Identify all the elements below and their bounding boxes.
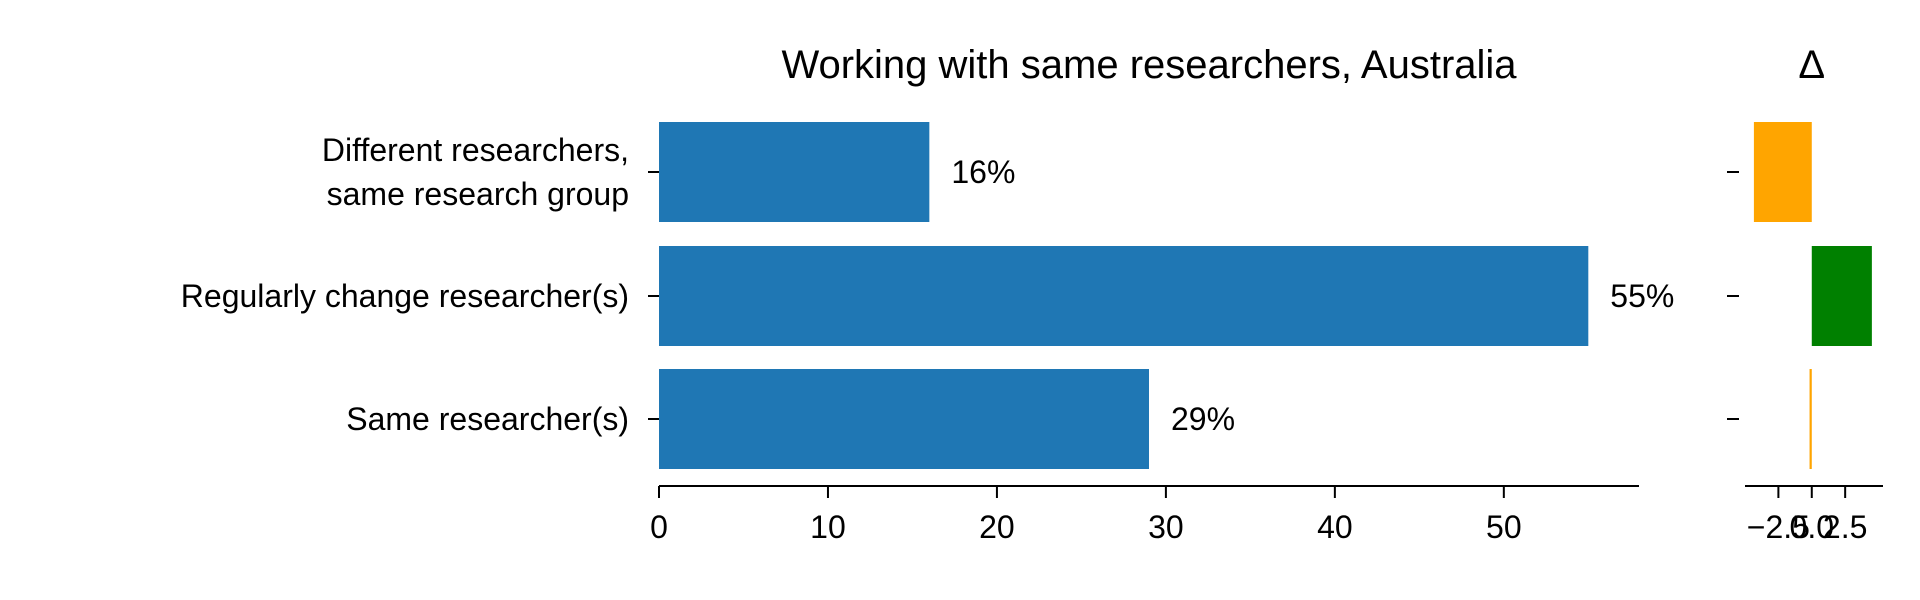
chart-title: Working with same researchers, Australia: [781, 43, 1517, 87]
data-label: 55%: [1610, 278, 1674, 314]
delta-x-tick-label: −2.5: [1747, 509, 1810, 545]
category-label: Regularly change researcher(s): [181, 278, 629, 314]
data-label: 16%: [951, 154, 1015, 190]
delta-bar: [1809, 369, 1812, 469]
bar: [659, 246, 1589, 346]
x-tick-label: 40: [1317, 509, 1353, 545]
data-label: 29%: [1171, 401, 1235, 437]
delta-chart-panel: Δ −2.50.02.5: [1727, 43, 1883, 545]
delta-x-tick-label: 2.5: [1823, 509, 1867, 545]
category-label: Same researcher(s): [346, 401, 629, 437]
bar: [659, 369, 1149, 469]
delta-title: Δ: [1798, 43, 1825, 87]
delta-bar: [1753, 122, 1812, 222]
category-label: Different researchers, same research grou…: [322, 132, 629, 212]
x-tick-label: 10: [810, 509, 846, 545]
x-tick-label: 50: [1486, 509, 1522, 545]
x-tick-label: 30: [1148, 509, 1184, 545]
delta-x-tick-label: 0.0: [1790, 509, 1834, 545]
delta-bar: [1811, 246, 1872, 346]
bar: [659, 122, 930, 222]
main-chart-panel: Working with same researchers, Australia…: [181, 43, 1675, 545]
x-tick-label: 0: [650, 509, 668, 545]
x-tick-label: 20: [979, 509, 1015, 545]
